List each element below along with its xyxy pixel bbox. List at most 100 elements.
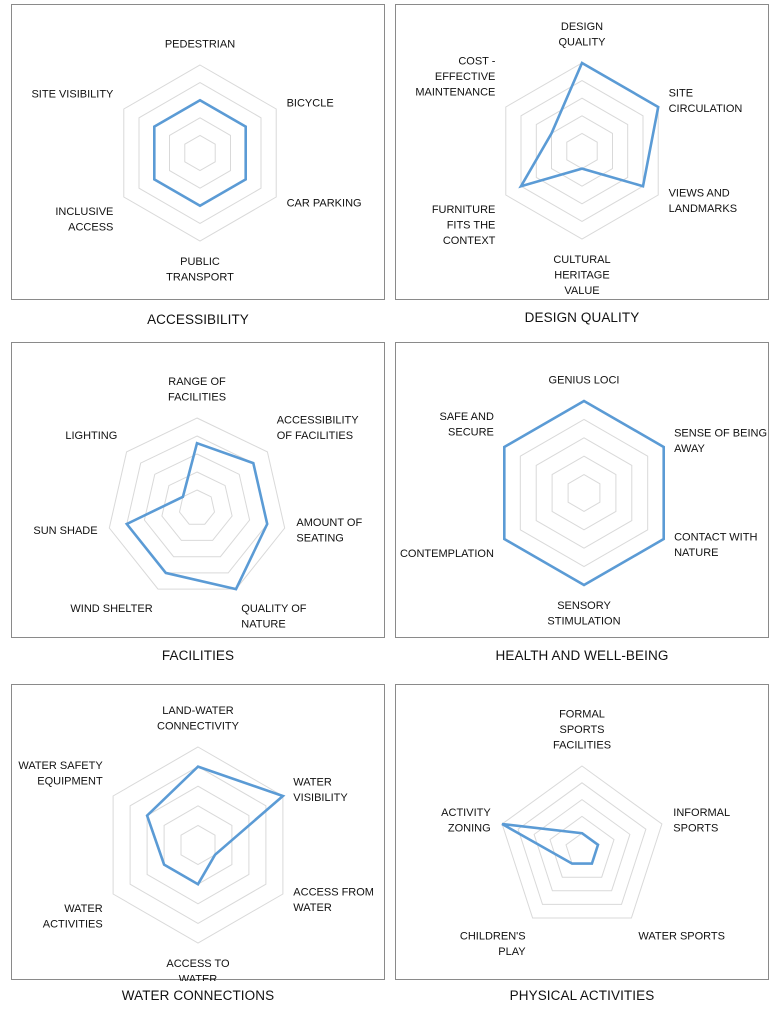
axis-label-line: PEDESTRIAN <box>165 39 235 51</box>
grid-ring-1 <box>178 489 216 525</box>
radar-chart-design-quality: DESIGN QUALITY SITE CIRCULATION VIEWS AND LAN… <box>415 21 743 297</box>
axis-label-line: SITE <box>669 88 693 100</box>
series-line-1 <box>518 61 660 189</box>
axis-label-line: NATURE <box>674 547 718 559</box>
grid-ring-4 <box>517 782 647 905</box>
axis-label-line: LAND-WATER <box>162 705 234 717</box>
axis-label-line: CONNECTIVITY <box>157 721 240 733</box>
axis-label-line: EFFECTIVE <box>435 71 496 83</box>
axis-label-7: LIGHTING <box>65 430 117 442</box>
chart-title-facilities: FACILITIES <box>161 648 235 663</box>
axis-label-line: SAFE AND <box>439 411 493 423</box>
axis-label-line: CONTEMPLATION <box>400 548 494 560</box>
axis-label-line: ACCESSIBILITY <box>277 414 360 426</box>
axis-label-4: ACCESS TO WATER <box>166 958 230 981</box>
grid-ring-2 <box>549 815 615 878</box>
series-line-1 <box>503 399 666 587</box>
axis-label-3: WATER SPORTS <box>638 931 725 943</box>
axis-label-4: PUBLIC TRANSPORT <box>166 256 234 284</box>
axis-label-6: SITE VISIBILITY <box>31 89 114 101</box>
radar-chart-health: GENIUS LOCI SENSE OF BEING AWAY CONTACT WIT… <box>400 375 767 628</box>
axis-label-line: SPORTS <box>559 724 604 736</box>
axis-label-line: COST - <box>458 56 495 68</box>
axis-label-4: SENSORY STIMULATION <box>547 600 620 628</box>
axis-label-2: SITE CIRCULATION <box>669 88 743 116</box>
axis-label-line: VALUE <box>564 285 599 297</box>
axis-label-line: STIMULATION <box>547 616 620 628</box>
axis-label-line: OF FACILITIES <box>277 430 353 442</box>
chart-panel-water-connections: LAND-WATER CONNECTIVITY WATER VISIBILITY ACC… <box>11 684 385 981</box>
grid-ring-2 <box>169 117 231 189</box>
grid-ring-2 <box>163 805 233 885</box>
axis-label-5: CONTEMPLATION <box>400 548 494 560</box>
axis-label-line: CONTEXT <box>443 235 496 247</box>
axis-label-line: ZONING <box>448 822 491 834</box>
axis-label-line: CAR PARKING <box>287 197 362 209</box>
grid-ring-3 <box>143 453 251 558</box>
grid-ring-3 <box>153 99 247 207</box>
axis-label-line: ACTIVITY <box>441 807 491 819</box>
grid-ring-5 <box>123 64 277 242</box>
axis-label-1: FORMAL SPORTS FACILITIES <box>553 709 611 752</box>
axis-label-2: SENSE OF BEING AWAY <box>674 428 767 456</box>
axis-label-line: SENSE OF BEING <box>674 428 767 440</box>
axis-label-line: WATER SPORTS <box>638 931 725 943</box>
axis-label-6: SUN SHADE <box>33 525 97 537</box>
grid-ring-3 <box>535 97 629 205</box>
chart-title-accessibility: ACCESSIBILITY <box>147 312 249 327</box>
axis-label-1: PEDESTRIAN <box>165 39 235 51</box>
radar-chart-accessibility: PEDESTRIAN BICYCLE CAR PARKING PUBLIC TRANSP… <box>31 39 362 284</box>
axis-label-line: WATER <box>293 902 332 914</box>
series-line-1 <box>153 98 247 208</box>
axis-label-3: VIEWS AND LANDMARKS <box>669 188 737 216</box>
axis-label-line: WATER <box>64 903 103 915</box>
series-line-1 <box>124 441 269 591</box>
axis-label-3: ACCESS FROM WATER <box>293 887 374 915</box>
axis-label-3: CAR PARKING <box>287 197 362 209</box>
series-line-1 <box>501 822 600 865</box>
axis-label-line: WATER SAFETY <box>18 760 103 772</box>
grid-ring-4 <box>138 82 262 224</box>
axis-label-1: LAND-WATER CONNECTIVITY <box>157 705 240 733</box>
axis-label-1: GENIUS LOCI <box>549 375 620 387</box>
axis-label-line: FORMAL <box>559 709 605 721</box>
axis-label-line: HERITAGE <box>554 270 609 282</box>
axis-label-6: COST - EFFECTIVE MAINTENANCE <box>415 56 495 99</box>
axis-label-line: FURNITURE <box>432 204 496 216</box>
axis-label-4: CULTURAL HERITAGE VALUE <box>553 254 610 297</box>
axis-label-2: WATER VISIBILITY <box>293 777 348 805</box>
axis-label-line: AWAY <box>674 443 705 455</box>
axis-label-line: ACCESS <box>68 222 113 234</box>
chart-panel-design-quality: DESIGN QUALITY SITE CIRCULATION VIEWS AND LAN… <box>395 4 769 300</box>
axis-label-6: SAFE AND SECURE <box>439 411 493 439</box>
axis-label-2: ACCESSIBILITY OF FACILITIES <box>277 414 360 442</box>
chart-panel-accessibility: PEDESTRIAN BICYCLE CAR PARKING PUBLIC TRANSP… <box>11 4 385 300</box>
grid-ring-3 <box>146 785 250 905</box>
axis-label-line: SUN SHADE <box>33 525 97 537</box>
axis-label-line: FITS THE <box>447 220 496 232</box>
chart-panel-health: GENIUS LOCI SENSE OF BEING AWAY CONTACT WIT… <box>395 342 769 638</box>
grid-ring-2 <box>551 455 617 531</box>
axis-label-line: EQUIPMENT <box>37 776 103 788</box>
grid-ring-1 <box>184 134 216 172</box>
axis-label-line: PUBLIC <box>180 256 220 268</box>
chart-title-physical-activities: PHYSICAL ACTIVITIES <box>509 988 655 1003</box>
radar-chart-physical-activities: FORMAL SPORTS FACILITIES INFORMAL SPORTS WATE… <box>441 709 730 959</box>
axis-label-line: NATURE <box>241 618 285 630</box>
axis-label-2: BICYCLE <box>287 97 334 109</box>
axis-label-line: SENSORY <box>557 600 611 612</box>
axis-label-line: FACILITIES <box>168 392 226 404</box>
grid-ring-5 <box>503 400 665 586</box>
axis-label-line: CULTURAL <box>553 254 610 266</box>
axis-label-line: LANDMARKS <box>669 203 737 215</box>
axis-label-5: WIND SHELTER <box>70 603 152 615</box>
axis-label-line: SEATING <box>296 533 343 545</box>
axis-label-line: DESIGN <box>561 21 603 33</box>
grid-ring-5 <box>501 765 663 919</box>
chart-title-health: HEALTH AND WELL-BEING <box>495 648 669 663</box>
axis-label-line: WATER <box>179 974 218 982</box>
axis-label-line: INCLUSIVE <box>55 206 113 218</box>
axis-label-2: INFORMAL SPORTS <box>673 807 730 835</box>
grid-ring-5 <box>112 746 284 944</box>
grid-ring-1 <box>566 132 598 170</box>
